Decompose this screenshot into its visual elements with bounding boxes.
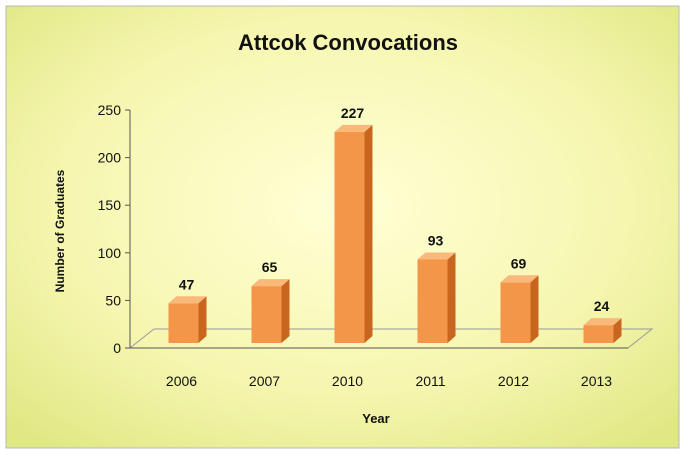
bar-top — [334, 124, 373, 132]
bar-2007: 65 — [251, 259, 290, 343]
bar-2006: 47 — [168, 276, 207, 343]
x-tick-label: 2013 — [581, 373, 612, 389]
bar-front — [500, 282, 531, 343]
data-label: 227 — [341, 105, 365, 121]
bar-top — [417, 252, 456, 260]
bar-side — [447, 252, 456, 343]
data-label: 24 — [594, 298, 610, 314]
bar-2013: 24 — [583, 298, 622, 343]
bar-2012: 69 — [500, 255, 539, 343]
y-tick-label: 150 — [98, 197, 122, 213]
y-tick-label: 100 — [98, 245, 122, 261]
x-tick-label: 2007 — [249, 373, 280, 389]
bar-front — [583, 325, 614, 343]
bar-top — [500, 275, 539, 283]
axes: 0 50 100 150 200 250 2006 2007 2010 2011 2012 2013 — [98, 102, 654, 389]
bar-top — [583, 318, 622, 326]
data-label: 93 — [428, 232, 444, 248]
bar-top — [251, 279, 290, 287]
bar-top — [168, 296, 207, 304]
bar-2010: 227 — [334, 105, 373, 344]
y-tick-label: 50 — [105, 292, 121, 308]
bar-2011: 93 — [417, 232, 456, 343]
x-tick-label: 2006 — [166, 373, 197, 389]
bar-side — [198, 296, 207, 343]
bar-side — [613, 318, 622, 343]
bar-front — [334, 131, 365, 343]
x-tick-label: 2011 — [415, 373, 445, 389]
bar-side — [364, 124, 373, 344]
y-tick-label: 200 — [98, 150, 122, 166]
data-label: 69 — [511, 255, 527, 271]
bars: 47 65 227 93 69 24 — [168, 105, 622, 344]
x-axis-label: Year — [362, 411, 389, 426]
bar-side — [530, 275, 539, 343]
data-label: 47 — [179, 276, 195, 292]
chart-title: Attcok Convocations — [238, 30, 458, 55]
y-axis-label: Number of Graduates — [53, 169, 67, 292]
x-tick-label: 2012 — [498, 373, 529, 389]
x-tick-label: 2010 — [332, 373, 363, 389]
bar-front — [251, 286, 282, 343]
bar-front — [168, 303, 199, 343]
bar-front — [417, 259, 448, 343]
data-label: 65 — [262, 259, 278, 275]
bar-side — [281, 279, 290, 343]
y-tick-label: 250 — [98, 102, 122, 118]
y-tick-label: 0 — [113, 340, 121, 356]
